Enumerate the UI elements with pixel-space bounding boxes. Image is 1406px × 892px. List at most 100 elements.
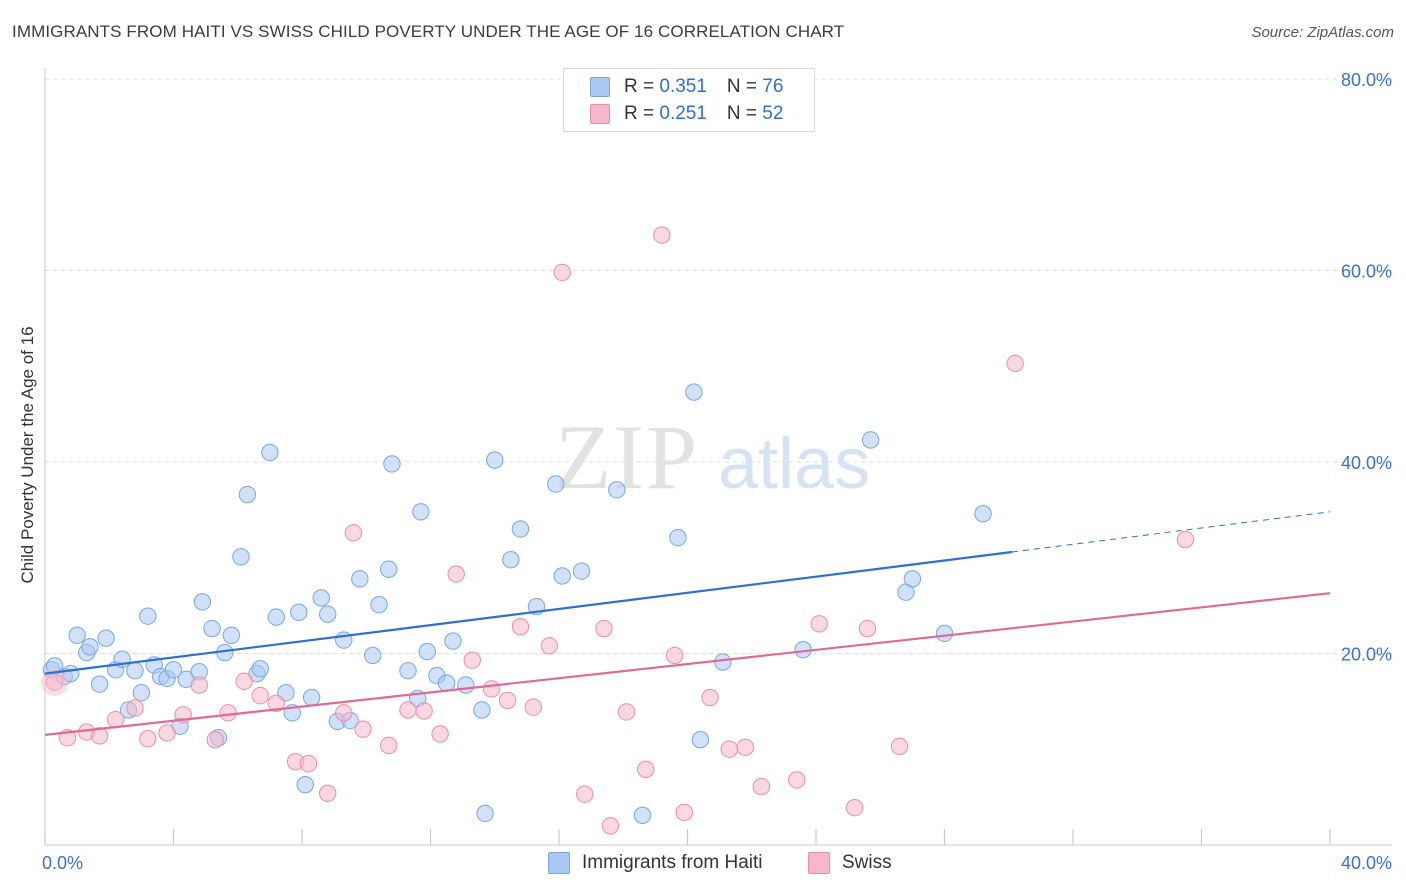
swiss-point [447, 565, 465, 583]
swiss-point [858, 619, 877, 638]
haiti-point [974, 505, 992, 523]
haiti-point [139, 607, 157, 625]
legend-swatch-swiss [808, 852, 830, 874]
swiss-point [319, 784, 337, 802]
haiti-point [132, 684, 151, 702]
legend-n-value: 76 [762, 76, 784, 97]
legend-item-swiss[interactable]: Swiss [808, 852, 892, 874]
swiss-point [251, 686, 269, 705]
legend-n-label: N = [726, 103, 763, 124]
swiss-point [45, 673, 64, 691]
y-tick-label: 20.0% [1341, 645, 1392, 665]
swiss-point [354, 720, 372, 738]
haiti-point [267, 608, 285, 626]
haiti-point [193, 593, 212, 611]
haiti-point [476, 804, 494, 823]
haiti-point [351, 570, 369, 588]
haiti-point [232, 548, 250, 566]
legend-n-value: 52 [762, 103, 784, 124]
grid-lines [45, 78, 1392, 654]
correlation-legend: R = 0.351 N = 76 R = 0.251 N = 52 [563, 68, 815, 132]
swiss-point [431, 725, 449, 743]
swiss-point [1006, 354, 1024, 373]
swiss-point [576, 785, 594, 803]
swiss-point [890, 737, 909, 756]
legend-swatch-swiss [590, 104, 610, 124]
haiti-point [502, 550, 520, 569]
haiti-point [296, 775, 314, 794]
haiti-trend-extension [1011, 511, 1331, 553]
legend-n-label: N = [726, 76, 763, 97]
legend-label-haiti: Immigrants from Haiti [582, 852, 763, 873]
haiti-point [302, 688, 321, 707]
haiti-point [319, 605, 337, 623]
swiss-point [206, 730, 224, 749]
haiti-point [412, 503, 430, 521]
haiti-point [572, 562, 591, 580]
legend-swatch-haiti [548, 852, 570, 874]
y-axis-label: Child Poverty Under the Age of 16 [18, 326, 37, 584]
chart-title: IMMIGRANTS FROM HAITI VS SWISS CHILD POV… [12, 22, 845, 41]
source-label: Source: ZipAtlas.com [1251, 24, 1394, 41]
haiti-point [691, 730, 710, 749]
haiti-point [97, 629, 115, 647]
haiti-point [418, 642, 436, 661]
haiti-point [68, 626, 86, 645]
swiss-point [235, 672, 253, 690]
swiss-point [126, 699, 144, 717]
haiti-point [903, 570, 922, 588]
y-tick-label: 60.0% [1341, 262, 1392, 282]
x-tick-label: 40.0% [1341, 853, 1392, 873]
haiti-point [935, 624, 954, 643]
legend-row-swiss: R = 0.251 N = 52 [590, 103, 783, 125]
swiss-point [752, 777, 771, 796]
haiti-point [222, 626, 241, 645]
swiss-point [736, 738, 755, 757]
series-legend: Immigrants from Haiti Swiss [0, 852, 1406, 876]
haiti-point [861, 431, 880, 449]
haiti-point [164, 661, 183, 679]
haiti-point [363, 646, 382, 665]
swiss-point [601, 817, 620, 835]
legend-r-label: R = [624, 76, 660, 97]
haiti-point [511, 520, 530, 538]
legend-row-haiti: R = 0.351 N = 76 [590, 76, 783, 98]
haiti-point [290, 603, 308, 622]
tick-labels: 20.0% 40.0% 60.0% 80.0% 0.0% 40.0% [42, 70, 1392, 873]
watermark: ZIP atlas [555, 406, 870, 508]
swiss-point [463, 651, 481, 669]
watermark-zip: ZIP [555, 406, 699, 508]
legend-label-swiss: Swiss [842, 852, 892, 873]
haiti-point [553, 567, 571, 585]
swiss-point [106, 710, 125, 729]
swiss-point [720, 740, 738, 758]
swiss-point [810, 615, 828, 633]
haiti-point [370, 595, 388, 614]
haiti-point [383, 455, 401, 473]
y-tick-label: 80.0% [1341, 70, 1392, 90]
swiss-point [595, 619, 613, 638]
swiss-point [399, 701, 417, 719]
haiti-point [399, 662, 417, 680]
haiti-point [608, 481, 626, 499]
swiss-cluster-point [40, 668, 69, 697]
swiss-point [675, 803, 693, 822]
haiti-point [457, 676, 475, 694]
haiti-point [90, 675, 109, 693]
swiss-points [40, 226, 1195, 835]
haiti-point [473, 701, 491, 719]
haiti-point [714, 653, 732, 671]
axes [44, 68, 1392, 846]
swiss-point [653, 226, 671, 244]
haiti-point [547, 475, 565, 493]
swiss-point [158, 724, 176, 742]
swiss-point [415, 702, 433, 720]
legend-item-haiti[interactable]: Immigrants from Haiti [548, 852, 763, 874]
swiss-point [90, 727, 109, 745]
swiss-point [267, 694, 285, 712]
swiss-point [637, 760, 655, 779]
legend-r-value: 0.351 [659, 76, 707, 97]
swiss-point [380, 736, 398, 755]
swiss-point [482, 680, 501, 698]
